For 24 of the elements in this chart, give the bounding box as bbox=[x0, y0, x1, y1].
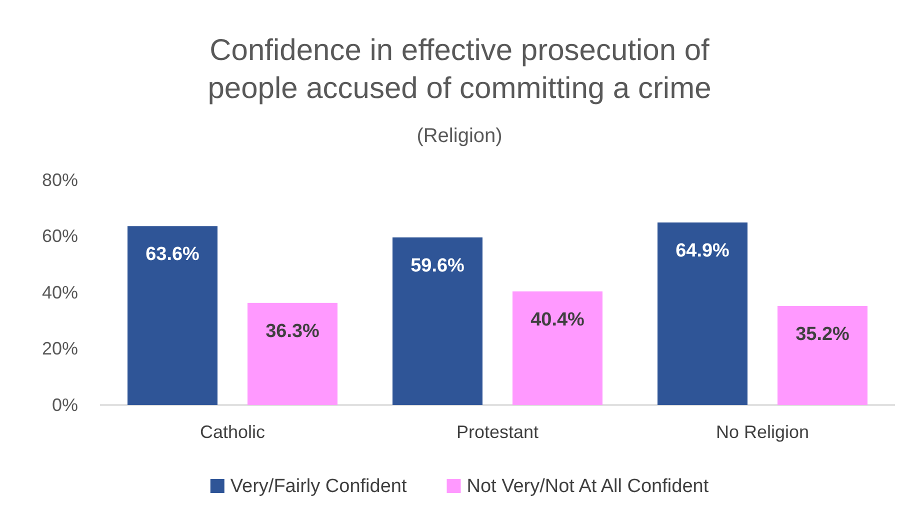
legend-label: Very/Fairly Confident bbox=[230, 476, 408, 497]
data-label: 40.4% bbox=[530, 309, 585, 330]
chart-title: Confidence in effective prosecution of people accused of committing a crime bbox=[208, 34, 712, 105]
bar bbox=[778, 306, 868, 405]
chart-subtitle: (Religion) bbox=[416, 125, 502, 147]
data-label: 59.6% bbox=[410, 255, 465, 276]
data-label: 64.9% bbox=[676, 240, 730, 262]
y-tick-label: 0% bbox=[52, 394, 78, 415]
x-tick-label: Catholic bbox=[200, 422, 266, 442]
legend-label: Not Very/Not At All Confident bbox=[466, 476, 710, 497]
x-tick-label: No Religion bbox=[716, 422, 810, 442]
bar bbox=[128, 226, 218, 405]
data-label: 63.6% bbox=[146, 244, 200, 266]
bar bbox=[512, 291, 602, 405]
y-tick-label: 40% bbox=[42, 282, 78, 302]
bar bbox=[392, 237, 482, 405]
bar bbox=[248, 302, 338, 405]
y-tick-label: 60% bbox=[42, 226, 78, 246]
y-tick-label: 80% bbox=[42, 170, 78, 190]
y-tick-label: 20% bbox=[42, 338, 78, 359]
x-tick-label: Protestant bbox=[456, 422, 539, 442]
bar bbox=[658, 222, 748, 405]
data-label: 36.3% bbox=[266, 320, 320, 342]
data-label: 35.2% bbox=[796, 324, 850, 345]
